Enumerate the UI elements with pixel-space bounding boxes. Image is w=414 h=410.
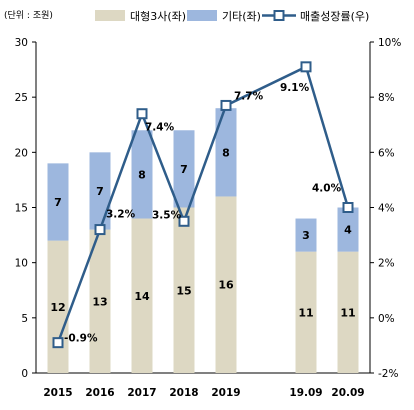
left-axis-ticks: 0 5 10 15 20 25 30 [15, 37, 36, 380]
bar-big3 [173, 207, 195, 373]
left-tick-label: 5 [21, 313, 28, 325]
bar-other [215, 108, 237, 197]
legend-swatch-other [187, 10, 217, 21]
category-label: 2019 [211, 387, 240, 399]
legend-marker-growth [273, 10, 285, 21]
bar-other [173, 130, 195, 208]
right-tick-label: 4% [378, 203, 395, 215]
bar-other-label: 4 [344, 224, 352, 237]
bar-big3-label: 15 [176, 284, 191, 297]
bar-other [89, 152, 111, 230]
left-tick-label: 20 [15, 147, 28, 159]
category-label: 2015 [43, 387, 72, 399]
bar-big3-label: 12 [50, 301, 65, 314]
growth-point-labels: -0.9% 3.2% 7.4% 3.5% 7.7% 9.1% 4.0% [64, 82, 342, 345]
growth-point-marker [220, 99, 232, 111]
growth-line-series [52, 61, 354, 349]
category-label: 19.09 [289, 387, 322, 399]
bar-big3-label: 11 [298, 306, 313, 319]
bar-other [47, 163, 69, 241]
right-tick-label: 2% [378, 258, 395, 270]
bar-other [337, 207, 359, 252]
growth-point-label: 7.4% [145, 122, 175, 134]
bar-big3-label: 11 [340, 306, 355, 319]
legend: 대형3사(좌) 기타(좌) 매출성장률(우) [95, 10, 369, 23]
category-label: 2018 [169, 387, 198, 399]
legend-label-big3: 대형3사(좌) [130, 10, 186, 23]
bar-other-label: 7 [96, 185, 104, 198]
left-tick-label: 30 [15, 37, 28, 49]
growth-point-marker [178, 215, 190, 227]
category-label: 20.09 [331, 387, 364, 399]
growth-point-marker [52, 337, 64, 349]
left-tick-label: 10 [15, 258, 28, 270]
growth-point-marker [300, 61, 312, 73]
bar-big3 [89, 229, 111, 373]
bars [47, 108, 359, 373]
unit-label: (단위 : 조원) [4, 10, 53, 21]
bar-other-label: 7 [54, 196, 62, 209]
left-tick-label: 0 [21, 368, 28, 380]
growth-point-label: -0.9% [64, 333, 98, 345]
left-tick-label: 25 [15, 92, 28, 104]
right-tick-label: 0% [378, 313, 395, 325]
growth-point-label: 3.2% [106, 209, 136, 221]
bar-big3 [337, 251, 359, 373]
growth-point-label: 4.0% [312, 183, 342, 195]
category-label: 2017 [127, 387, 156, 399]
growth-point-label: 3.5% [152, 209, 182, 221]
right-tick-label: 10% [378, 37, 401, 49]
right-tick-label: 6% [378, 147, 395, 159]
bar-big3 [131, 218, 153, 373]
category-labels: 2015 2016 2017 2018 2019 19.09 20.09 [43, 387, 364, 399]
growth-point-label: 7.7% [234, 90, 264, 102]
bar-other [295, 218, 317, 252]
right-tick-label: -2% [378, 368, 398, 380]
bar-other-label: 8 [222, 146, 230, 159]
right-axis-ticks: -2% 0% 2% 4% 6% 8% 10% [370, 37, 401, 380]
growth-point-marker [94, 224, 106, 236]
growth-point-label: 9.1% [280, 82, 310, 94]
bar-big3 [215, 196, 237, 373]
growth-point-marker [342, 202, 354, 213]
category-label: 2016 [85, 387, 114, 399]
legend-swatch-big3 [95, 10, 125, 21]
bar-other-label: 3 [302, 229, 310, 242]
growth-point-marker [136, 108, 148, 120]
bar-big3-label: 13 [92, 295, 107, 308]
left-tick-label: 15 [15, 203, 28, 215]
bar-other-label: 7 [180, 163, 188, 176]
bar-big3 [295, 251, 317, 373]
legend-label-growth: 매출성장률(우) [300, 10, 369, 23]
segment-labels: 12 7 13 7 14 8 15 7 16 8 11 3 11 4 [50, 146, 355, 319]
bar-other [131, 130, 153, 219]
bar-big3-label: 16 [218, 279, 234, 292]
right-tick-label: 8% [378, 92, 395, 104]
bar-big3-label: 14 [134, 290, 150, 303]
bar-other-label: 8 [138, 168, 146, 181]
legend-label-other: 기타(좌) [222, 10, 261, 23]
